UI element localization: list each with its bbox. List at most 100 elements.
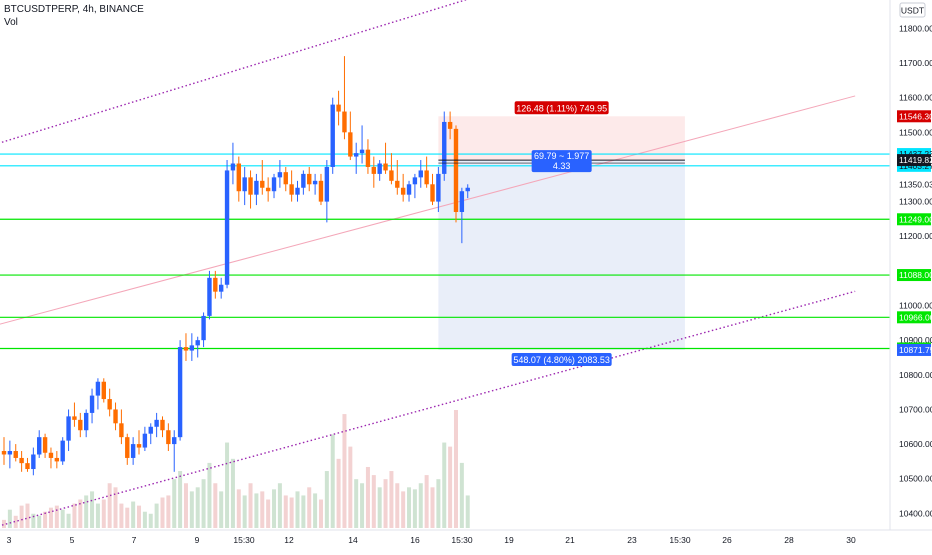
candle-body[interactable] [177,347,183,438]
candle-body[interactable] [436,173,441,202]
candle-body[interactable] [289,184,294,195]
candle-body[interactable] [95,381,101,396]
candle-body[interactable] [342,111,347,133]
candle-body[interactable] [248,177,253,195]
candle-body[interactable] [277,172,283,178]
candle-body[interactable] [136,444,142,448]
candle-body[interactable] [412,177,418,185]
profit-target-zone[interactable] [438,160,685,350]
volume-bar [230,458,235,528]
candle-body[interactable] [442,121,447,174]
candle-body[interactable] [13,451,18,458]
candle-body[interactable] [371,166,377,174]
candle-body[interactable] [406,184,412,195]
candle-body[interactable] [459,191,465,212]
currency-label[interactable]: USDT [901,6,924,16]
candle-body[interactable] [365,149,371,167]
candle-body[interactable] [83,412,89,431]
candle-body[interactable] [172,437,177,445]
candle-body[interactable] [447,121,453,129]
candle-body[interactable] [183,347,189,351]
candle-body[interactable] [125,437,130,458]
candle-body[interactable] [377,163,382,174]
candle-body[interactable] [224,170,230,285]
candle-body[interactable] [236,163,241,192]
volume-bar [424,475,429,528]
candle-body[interactable] [418,170,423,178]
candle-body[interactable] [383,163,388,171]
candle-body[interactable] [265,187,271,192]
candle-body[interactable] [424,170,429,185]
candle-body[interactable] [260,180,265,188]
candle-body[interactable] [25,463,30,470]
candle-body[interactable] [160,419,165,431]
y-tick-label: 11800.00 [899,23,932,33]
candle-body[interactable] [19,457,24,464]
candle-body[interactable] [400,187,406,195]
candle-body[interactable] [430,184,435,202]
candle-body[interactable] [271,177,277,192]
candle-body[interactable] [254,180,259,195]
volume-bar [60,509,65,528]
candle-body[interactable] [119,423,124,438]
candle-body[interactable] [154,419,159,427]
candle-body[interactable] [230,163,236,171]
candle-body[interactable] [318,180,324,202]
candle-body[interactable] [242,177,247,192]
candle-body[interactable] [283,172,288,185]
candle-body[interactable] [324,166,330,202]
volume-bar [154,503,159,528]
candle-body[interactable] [312,180,318,185]
channel-line[interactable] [0,0,521,144]
candle-body[interactable] [453,128,459,212]
candle-body[interactable] [189,345,195,351]
candle-body[interactable] [37,437,42,455]
candle-body[interactable] [307,173,312,185]
candle-body[interactable] [1,451,7,455]
candle-body[interactable] [113,409,118,424]
candle-body[interactable] [213,277,218,292]
candle-body[interactable] [89,395,95,413]
candle-body[interactable] [330,104,335,167]
candle-body[interactable] [195,340,200,346]
candle-body[interactable] [72,416,77,420]
candle-body[interactable] [31,454,36,470]
x-tick-label: 7 [132,535,137,545]
candle-body[interactable] [395,180,400,188]
candle-body[interactable] [148,426,153,434]
candle-body[interactable] [60,440,65,462]
symbol-title[interactable]: BTCUSDTPERP, 4h, BINANCE [4,4,144,15]
candle-body[interactable] [354,153,359,157]
volume-bar [131,501,136,528]
candle-body[interactable] [142,433,148,448]
volume-indicator-label[interactable]: Vol [4,17,18,28]
candle-body[interactable] [54,457,60,462]
candle-body[interactable] [301,173,306,188]
candle-body[interactable] [348,132,353,157]
candle-body[interactable] [207,277,212,316]
candle-body[interactable] [107,399,112,410]
channel-line[interactable] [0,290,856,527]
candle-body[interactable] [295,187,300,195]
candle-body[interactable] [389,170,394,181]
candle-body[interactable] [101,381,106,400]
candle-body[interactable] [218,284,224,292]
candle-body[interactable] [78,419,83,431]
channel-midline[interactable] [0,95,856,325]
candle-body[interactable] [359,149,365,154]
candle-body[interactable] [66,416,71,441]
candle-body[interactable] [42,437,48,453]
volume-bar [283,495,288,528]
candle-body[interactable] [130,444,136,458]
y-tick-label: 11500.00 [899,127,932,137]
candle-body[interactable] [166,430,171,445]
candle-body[interactable] [7,451,13,455]
candle-body[interactable] [465,187,470,192]
currency-button[interactable] [899,2,926,18]
candle-body[interactable] [336,104,341,112]
candle-body[interactable] [48,452,54,458]
candle-body[interactable] [201,315,206,341]
volume-bar [148,513,153,528]
